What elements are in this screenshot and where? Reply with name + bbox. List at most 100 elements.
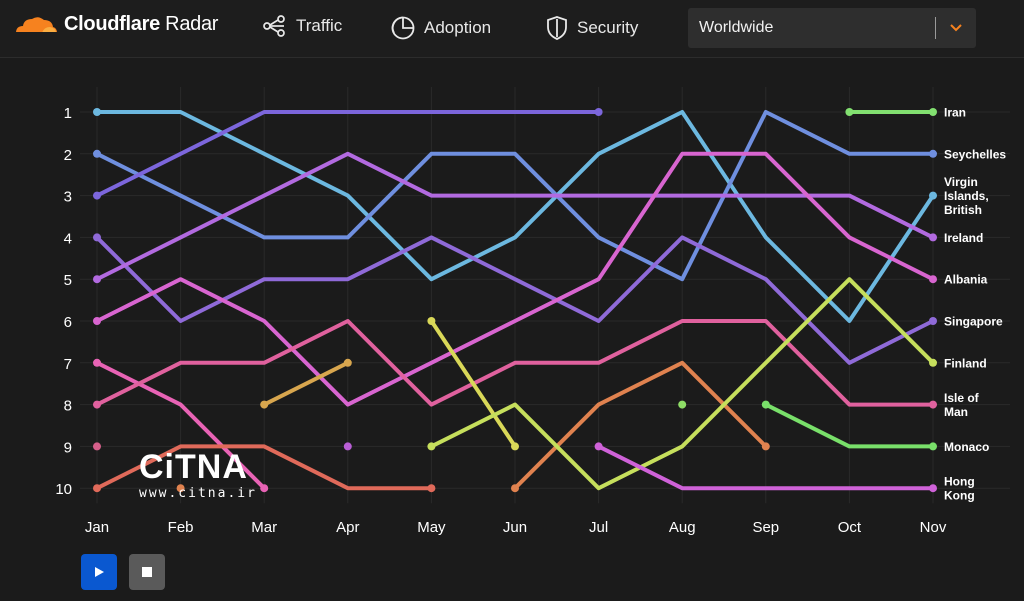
x-tick-label: May — [417, 519, 446, 536]
watermark-url: www.citna.ir — [139, 486, 257, 501]
series-point — [93, 233, 101, 242]
nav-traffic[interactable]: Traffic — [262, 15, 342, 37]
series-line — [95, 110, 935, 282]
end-label: Monaco — [944, 440, 989, 454]
series-point — [93, 108, 101, 116]
x-tick-label: Jul — [589, 519, 608, 536]
series-point — [929, 484, 937, 493]
x-tick-label: Apr — [336, 519, 359, 536]
series — [93, 358, 269, 493]
series-point — [427, 484, 436, 493]
series — [427, 317, 519, 451]
series-line — [262, 360, 350, 407]
series — [260, 358, 352, 409]
product-name: Radar — [165, 12, 219, 35]
end-label: Hong Kong — [944, 475, 975, 503]
series-point — [929, 275, 937, 284]
stop-icon — [142, 567, 152, 577]
x-tick-label: Oct — [838, 519, 862, 536]
series — [93, 233, 937, 365]
series-point — [594, 108, 603, 116]
y-tick-label: 7 — [64, 356, 72, 373]
series-point — [93, 275, 101, 284]
series-point — [678, 400, 687, 409]
x-tick-label: Nov — [920, 519, 947, 536]
cloudflare-radar-logo[interactable]: Cloudflare Radar — [12, 12, 218, 36]
series-line — [95, 151, 935, 407]
watermark-logo: CiTNA — [139, 448, 248, 486]
series-point — [260, 484, 269, 493]
series-point — [93, 358, 101, 367]
y-tick-label: 8 — [64, 398, 72, 415]
stop-button[interactable] — [129, 554, 165, 590]
series-point — [427, 442, 436, 451]
play-button[interactable] — [81, 554, 117, 590]
series — [594, 442, 937, 493]
series-line — [95, 360, 267, 491]
end-label: Seychelles — [944, 147, 1006, 161]
end-label: Singapore — [944, 315, 1003, 329]
series-line — [95, 319, 935, 407]
y-tick-label: 10 — [55, 481, 72, 498]
series — [93, 151, 937, 284]
series-point — [929, 400, 937, 409]
nav-security[interactable]: Security — [545, 15, 638, 41]
end-label: Virgin Islands, British — [944, 175, 989, 217]
y-tick-label: 3 — [64, 189, 72, 206]
series — [93, 444, 436, 493]
nav-adoption-label: Adoption — [424, 18, 492, 37]
series — [93, 442, 101, 451]
adoption-icon — [391, 16, 415, 40]
series-point — [845, 108, 854, 116]
end-label: Ireland — [944, 231, 983, 245]
series-line — [429, 319, 517, 449]
location-select[interactable]: Worldwide — [688, 8, 976, 48]
top-bar: Cloudflare Radar Traffic Adoption Securi… — [0, 0, 1024, 58]
cloudflare-cloud-icon — [16, 17, 57, 34]
series-point — [929, 191, 937, 200]
series-point — [929, 358, 937, 367]
series-point — [761, 400, 770, 409]
end-label: Iran — [944, 106, 966, 120]
play-icon — [95, 567, 104, 577]
series-point — [343, 442, 352, 451]
end-label: Finland — [944, 356, 987, 370]
series-point — [427, 317, 436, 325]
x-tick-label: Aug — [669, 519, 696, 536]
brand-title: Cloudflare Radar — [64, 13, 218, 36]
series-point — [594, 442, 603, 451]
series-point — [929, 442, 937, 451]
series — [761, 400, 937, 451]
end-label: Isle of Man — [944, 391, 980, 419]
y-tick-label: 4 — [64, 230, 72, 247]
series-line — [95, 110, 935, 323]
chevron-down-icon[interactable] — [948, 20, 964, 36]
x-tick-label: Jan — [85, 519, 109, 536]
x-tick-label: Mar — [251, 519, 277, 536]
security-icon — [547, 16, 567, 40]
y-tick-label: 5 — [64, 272, 72, 289]
x-tick-label: Feb — [168, 519, 194, 536]
series — [93, 108, 937, 323]
series-point — [93, 317, 101, 325]
watermark: CiTNA www.citna.ir — [139, 450, 257, 501]
nav-traffic-label: Traffic — [296, 16, 343, 35]
series-point — [93, 400, 101, 409]
series-point — [929, 108, 937, 116]
y-tick-label: 2 — [64, 147, 72, 164]
nav-adoption[interactable]: Adoption — [390, 15, 491, 41]
end-label: Albania — [944, 273, 988, 287]
series-point — [343, 358, 352, 367]
y-tick-label: 9 — [64, 439, 72, 456]
series — [343, 442, 352, 451]
series-line — [429, 277, 935, 491]
series — [427, 277, 937, 491]
series-line — [95, 444, 434, 491]
series-point — [260, 400, 269, 409]
series-point — [929, 233, 937, 242]
series-point — [93, 149, 101, 158]
series-point — [511, 484, 519, 493]
series — [678, 400, 687, 409]
series-line — [596, 444, 935, 491]
series — [93, 319, 937, 409]
